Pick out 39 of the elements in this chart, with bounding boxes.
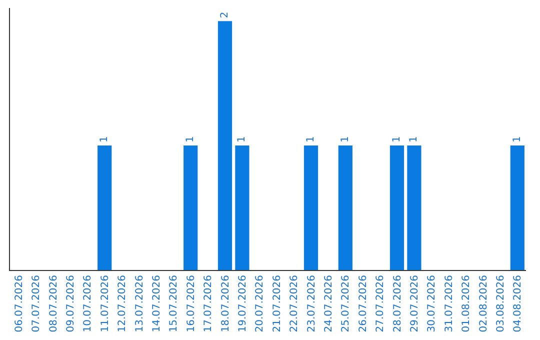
x-tick-label: 16.07.2026 [186,275,197,332]
x-tick-label: 12.07.2026 [117,275,128,332]
x-tick-label: 23.07.2026 [306,275,318,332]
x-tick-label: 04.08.2026 [512,275,524,332]
x-tick-label: 13.07.2026 [134,275,146,332]
x-tick-label: 22.07.2026 [289,275,300,332]
data-label: 2 [220,12,230,18]
data-label: 1 [306,136,316,143]
data-label: 1 [99,136,110,143]
x-tick-label: 02.08.2026 [478,275,490,332]
x-tick-label: 07.07.2026 [31,275,42,332]
data-label: 1 [408,136,420,143]
x-tick-label: 06.07.2026 [14,275,25,332]
x-tick-label: 03.08.2026 [495,275,506,332]
x-tick-label: 28.07.2026 [392,275,404,332]
data-label: 1 [185,136,196,143]
x-tick-label: 26.07.2026 [358,275,369,332]
x-tick-label: 25.07.2026 [340,275,352,332]
x-tick-label: 19.07.2026 [237,275,248,332]
x-tick-label: 24.07.2026 [323,275,334,332]
x-tick-label: 01.08.2026 [461,275,472,332]
x-tick-label: 27.07.2026 [375,275,386,332]
x-tick-label: 17.07.2026 [203,275,214,332]
x-tick-label: 30.07.2026 [426,275,438,332]
x-tick-label: 08.07.2026 [48,275,60,332]
x-tick-label: 10.07.2026 [82,275,94,332]
data-label: 1 [340,136,351,143]
x-tick-label: 31.07.2026 [444,275,455,332]
x-tick-label: 20.07.2026 [254,275,266,332]
x-tick-label: 14.07.2026 [151,275,162,332]
x-tick-label: 29.07.2026 [409,275,420,332]
x-tick-label: 18.07.2026 [220,275,232,332]
x-tick-label: 11.07.2026 [100,275,111,332]
data-label: 1 [392,136,402,143]
data-label: 1 [512,136,523,143]
x-tick-label: 09.07.2026 [65,275,76,332]
x-tick-label: 21.07.2026 [272,275,283,332]
data-label: 1 [236,136,248,143]
x-tick-label: 15.07.2026 [168,275,180,332]
